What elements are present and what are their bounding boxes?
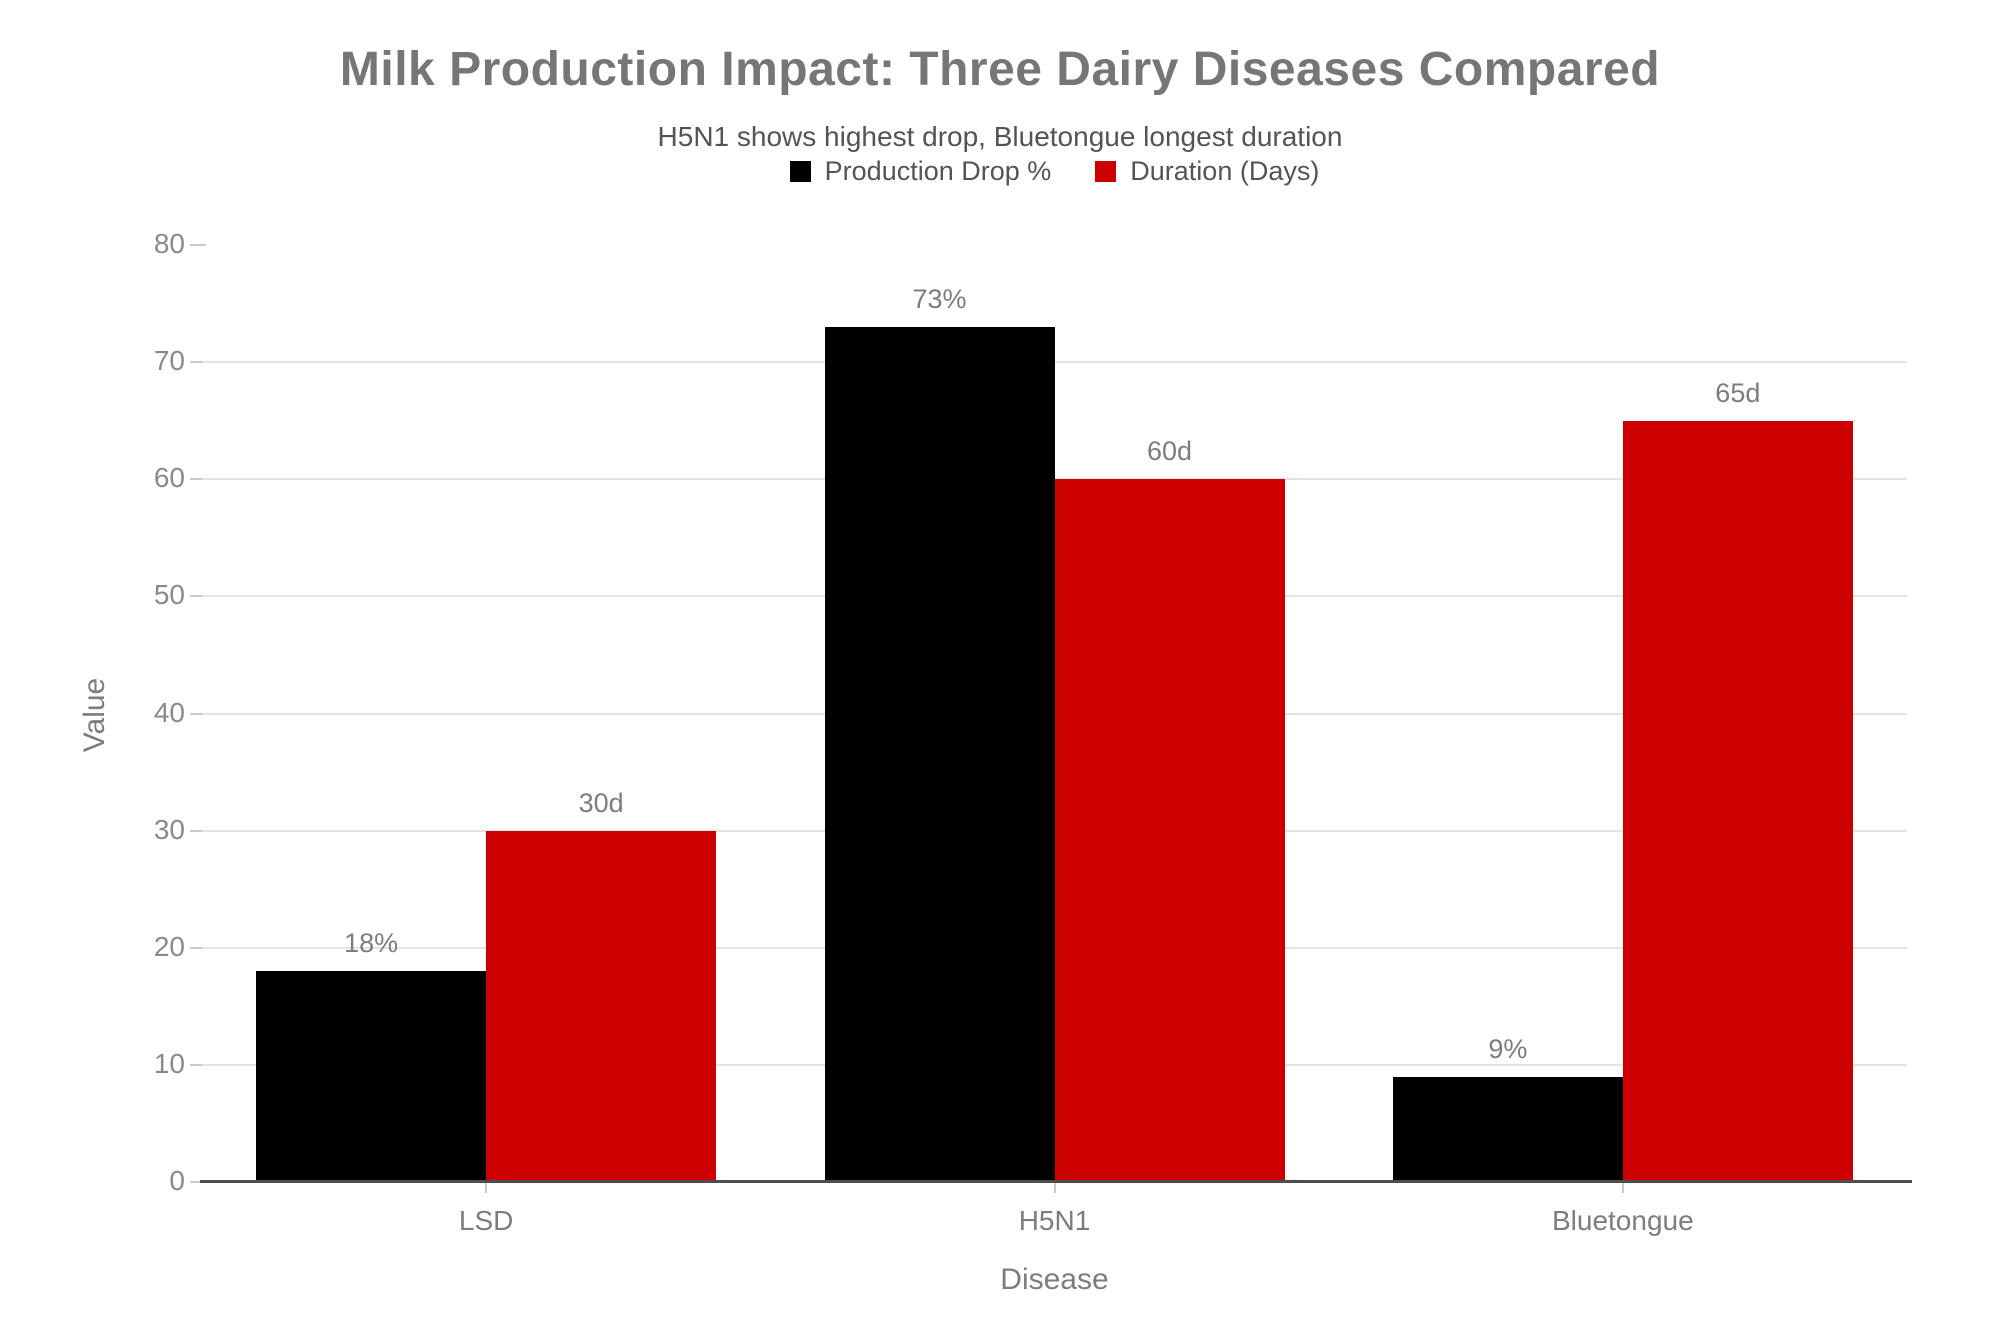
legend-swatch-red-icon: [1095, 161, 1117, 182]
y-tick-label-70: 70: [153, 345, 185, 377]
legend-label-duration: Duration (Days): [1130, 156, 1320, 186]
bar-value-label-bluetongue-duration: 65d: [1715, 377, 1761, 408]
y-tick-mark-60: [190, 478, 206, 481]
bar-h5n1-duration: [1054, 479, 1285, 1182]
y-tick-label-20: 20: [153, 930, 185, 962]
bar-value-label-bluetongue-production-drop: 9%: [1488, 1033, 1528, 1064]
legend-item-duration: Duration (Days): [1095, 156, 1319, 187]
x-category-label-lsd: LSD: [458, 1205, 514, 1236]
y-tick-mark-40: [190, 712, 206, 715]
x-axis-title: Disease: [1000, 1263, 1109, 1296]
x-tick-mark-bluetongue: [1621, 1183, 1624, 1193]
y-tick-label-30: 30: [153, 813, 185, 845]
legend-label-production-drop: Production Drop %: [824, 156, 1052, 186]
y-tick-label-50: 50: [153, 579, 185, 611]
x-tick-mark-h5n1: [1053, 1183, 1056, 1193]
x-category-label-bluetongue: Bluetongue: [1551, 1205, 1694, 1236]
legend-item-production-drop: Production Drop %: [789, 156, 1052, 187]
y-tick-mark-0: [190, 1181, 206, 1183]
gridline-y-70: [202, 361, 1907, 364]
x-tick-mark-lsd: [485, 1183, 488, 1193]
y-tick-mark-70: [190, 361, 206, 364]
y-tick-mark-20: [190, 946, 206, 949]
bar-value-label-h5n1-duration: 60d: [1146, 436, 1193, 467]
y-axis-title: Value: [78, 677, 111, 753]
bar-lsd-duration: [486, 830, 717, 1182]
legend: Production Drop % Duration (Days): [202, 156, 1907, 187]
y-tick-label-60: 60: [153, 462, 185, 494]
bar-lsd-production-drop: [256, 971, 487, 1182]
x-axis-line: [200, 1180, 1912, 1183]
bar-value-label-lsd-duration: 30d: [578, 787, 624, 818]
y-tick-mark-80: [190, 244, 206, 246]
bar-h5n1-production-drop: [824, 327, 1055, 1182]
y-tick-label-0: 0: [169, 1165, 185, 1196]
x-category-label-h5n1: H5N1: [1018, 1205, 1091, 1236]
y-tick-label-10: 10: [153, 1047, 185, 1079]
bar-value-label-lsd-production-drop: 18%: [344, 928, 399, 959]
y-tick-label-40: 40: [153, 696, 185, 728]
y-tick-mark-50: [190, 595, 206, 598]
legend-swatch-black-icon: [789, 161, 811, 182]
plot-area: 18% 30d 73% 60d 9% 65d: [202, 245, 1907, 1182]
y-tick-label-80: 80: [153, 228, 185, 259]
chart-title: Milk Production Impact: Three Dairy Dise…: [339, 43, 1661, 96]
bar-bluetongue-duration: [1622, 420, 1853, 1182]
y-tick-mark-10: [190, 1063, 206, 1066]
y-tick-mark-30: [190, 829, 206, 832]
bar-value-label-h5n1-production-drop: 73%: [912, 284, 967, 314]
chart-subtitle: H5N1 shows highest drop, Bluetongue long…: [657, 121, 1343, 152]
bar-bluetongue-production-drop: [1392, 1076, 1623, 1182]
